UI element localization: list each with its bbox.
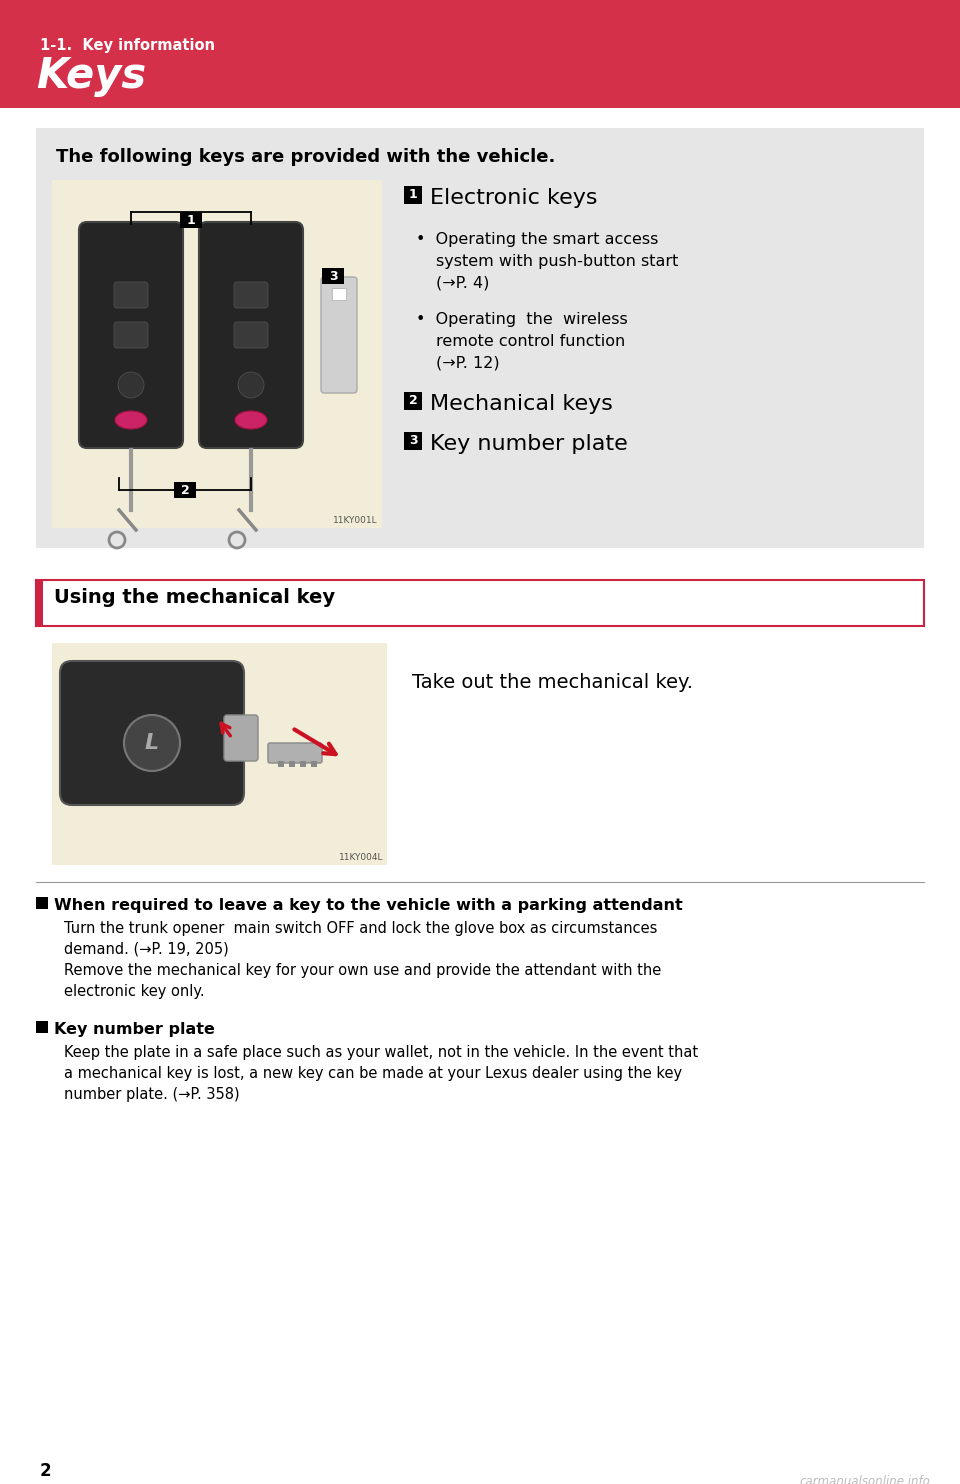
FancyBboxPatch shape [321,278,357,393]
Bar [36,1021,48,1033]
Text: When required to leave a key to the vehicle with a parking attendant: When required to leave a key to the vehi… [54,898,683,913]
Text: Keep the plate in a safe place such as your wallet, not in the vehicle. In the e: Keep the plate in a safe place such as y… [64,1045,698,1060]
Bar [52,180,382,528]
Bar [311,761,317,767]
Text: 3: 3 [328,270,337,282]
Text: L: L [145,733,159,752]
Bar [36,128,924,548]
Bar [36,580,924,626]
Text: 11KY001L: 11KY001L [333,516,378,525]
Text: Mechanical keys: Mechanical keys [430,393,612,414]
Bar [404,186,422,203]
Bar [278,761,284,767]
Text: 2: 2 [40,1462,52,1480]
Text: Keys: Keys [36,55,146,96]
Text: 1: 1 [409,188,418,202]
Text: remote control function: remote control function [436,334,625,349]
FancyBboxPatch shape [199,223,303,448]
Bar [404,432,422,450]
Text: •  Operating  the  wireless: • Operating the wireless [416,312,628,326]
Text: a mechanical key is lost, a new key can be made at your Lexus dealer using the k: a mechanical key is lost, a new key can … [64,1066,683,1080]
Circle shape [118,372,144,398]
FancyBboxPatch shape [234,282,268,309]
Text: demand. (→P. 19, 205): demand. (→P. 19, 205) [64,942,228,957]
FancyBboxPatch shape [114,322,148,349]
Circle shape [124,715,180,772]
Text: 2: 2 [180,484,189,497]
Text: 11KY004L: 11KY004L [339,853,383,862]
Text: Turn the trunk opener  main switch OFF and lock the glove box as circumstances: Turn the trunk opener main switch OFF an… [64,922,658,936]
Bar [322,269,344,283]
Text: 2: 2 [409,395,418,408]
Text: Take out the mechanical key.: Take out the mechanical key. [412,674,693,692]
Bar [0,0,960,108]
FancyBboxPatch shape [79,223,183,448]
Bar [36,580,43,626]
Text: Electronic keys: Electronic keys [430,188,597,208]
Bar [36,896,48,910]
Bar [174,482,196,499]
FancyBboxPatch shape [60,660,244,804]
Text: Remove the mechanical key for your own use and provide the attendant with the: Remove the mechanical key for your own u… [64,963,661,978]
Text: carmanualsonline.info: carmanualsonline.info [799,1475,930,1484]
Bar [404,392,422,410]
Text: 1: 1 [186,214,196,227]
Ellipse shape [115,411,147,429]
Text: •  Operating the smart access: • Operating the smart access [416,232,659,246]
Text: Key number plate: Key number plate [54,1022,215,1037]
Bar [52,643,387,865]
Bar [300,761,306,767]
Text: 3: 3 [409,435,418,448]
FancyBboxPatch shape [114,282,148,309]
FancyBboxPatch shape [224,715,258,761]
FancyBboxPatch shape [268,743,322,763]
Text: number plate. (→P. 358): number plate. (→P. 358) [64,1086,240,1103]
Text: 1-1.  Key information: 1-1. Key information [40,39,215,53]
Ellipse shape [235,411,267,429]
Text: (→P. 4): (→P. 4) [436,276,490,291]
FancyBboxPatch shape [234,322,268,349]
Bar [332,288,346,300]
Text: Key number plate: Key number plate [430,433,628,454]
Bar [289,761,295,767]
Text: The following keys are provided with the vehicle.: The following keys are provided with the… [56,148,556,166]
Bar [180,212,202,229]
Text: system with push-button start: system with push-button start [436,254,679,269]
Circle shape [238,372,264,398]
Text: electronic key only.: electronic key only. [64,984,204,999]
Text: Using the mechanical key: Using the mechanical key [54,588,335,607]
Text: (→P. 12): (→P. 12) [436,356,499,371]
